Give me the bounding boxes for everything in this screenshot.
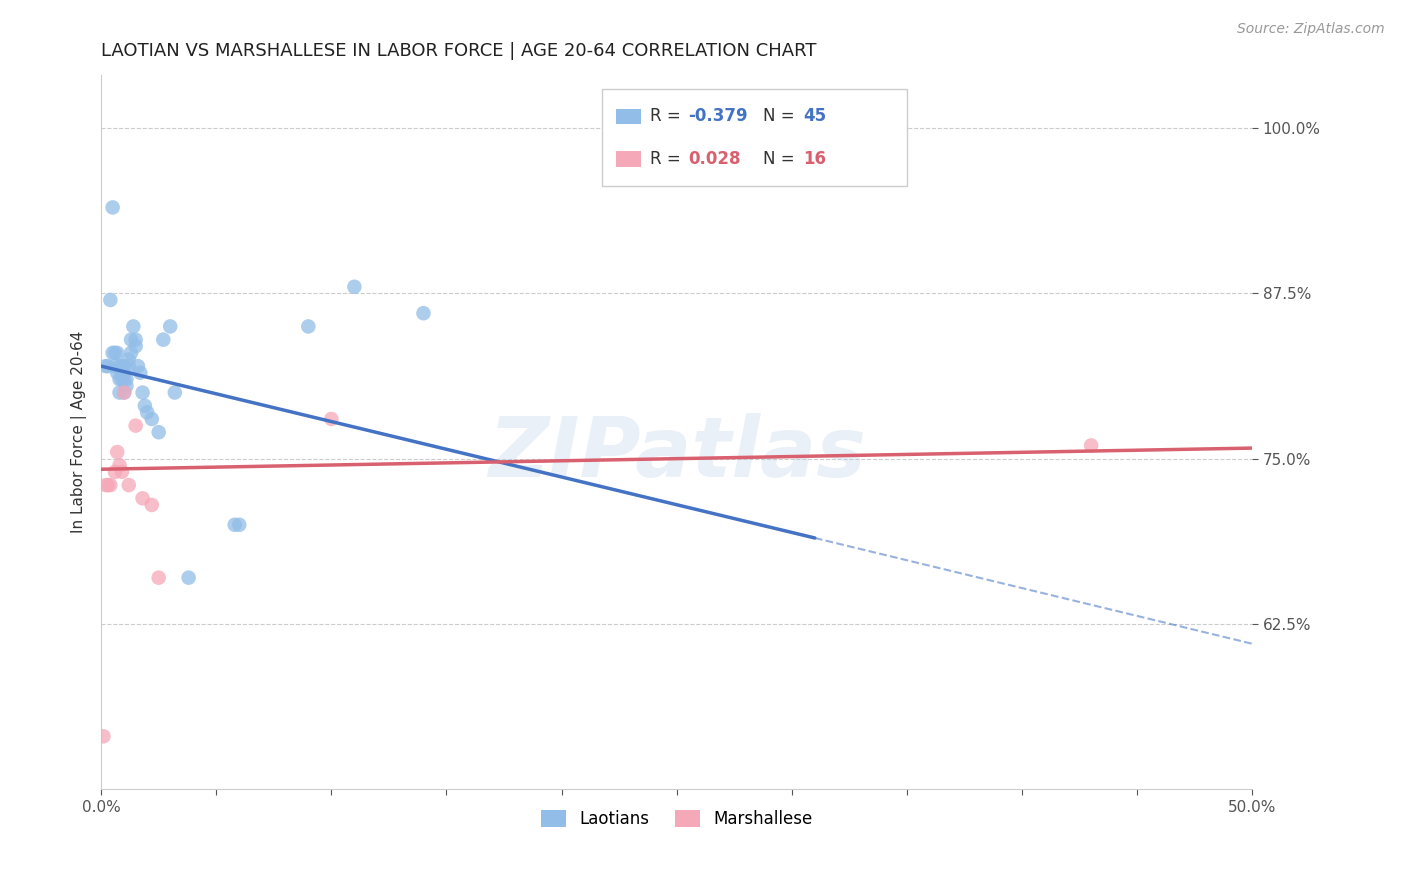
Point [118,478,141,492]
Point [136,405,159,419]
FancyBboxPatch shape [616,151,641,167]
Point [134,399,156,413]
Legend: Laotians, Marshallese: Laotians, Marshallese [534,803,818,834]
Point [120,346,142,360]
Text: R =: R = [650,150,686,168]
Text: N =: N = [763,150,800,168]
Point [343,279,366,293]
Point [122,319,145,334]
Point [804,121,827,136]
FancyBboxPatch shape [602,89,907,186]
Point [108,359,131,373]
Point [94,478,117,492]
Text: R =: R = [650,107,686,126]
Point [112,359,135,373]
Point [105,445,128,459]
Point [124,333,146,347]
Point [112,372,135,386]
Point [131,491,153,506]
Text: 0.028: 0.028 [688,150,741,168]
Point [159,319,181,334]
Y-axis label: In Labor Force | Age 20-64: In Labor Force | Age 20-64 [72,331,87,533]
Point [111,366,134,380]
Point [111,359,134,373]
Point [108,458,131,473]
Point [105,366,128,380]
Point [98,478,121,492]
Point [97,478,120,492]
Point [112,385,135,400]
Point [111,465,134,479]
Point [108,372,131,386]
Point [224,517,246,532]
Point [124,418,146,433]
Point [412,306,434,320]
Text: LAOTIAN VS MARSHALLESE IN LABOR FORCE | AGE 20-64 CORRELATION CHART: LAOTIAN VS MARSHALLESE IN LABOR FORCE | … [101,42,817,60]
Point [297,319,319,334]
Text: ZIPatlas: ZIPatlas [488,413,866,494]
Text: N =: N = [763,107,800,126]
FancyBboxPatch shape [616,109,641,124]
Point [111,372,134,386]
Point [148,571,170,585]
Point [141,412,163,426]
Point [228,517,250,532]
Point [148,425,170,440]
Point [101,201,124,215]
Point [112,385,135,400]
Point [93,729,115,743]
Point [98,293,121,307]
Point [104,465,127,479]
Point [97,359,120,373]
Point [104,346,127,360]
Point [118,352,141,367]
Text: Source: ZipAtlas.com: Source: ZipAtlas.com [1237,22,1385,37]
Point [1080,438,1102,452]
Text: 45: 45 [803,107,827,126]
Point [104,359,127,373]
Point [118,359,141,373]
Point [129,366,152,380]
Point [108,385,131,400]
Point [101,346,124,360]
Point [127,359,149,373]
Text: 16: 16 [803,150,827,168]
Point [124,339,146,353]
Text: -0.379: -0.379 [688,107,748,126]
Point [131,385,153,400]
Point [152,333,174,347]
Point [115,379,138,393]
Point [177,571,200,585]
Point [94,359,117,373]
Point [163,385,186,400]
Point [120,333,142,347]
Point [115,372,138,386]
Point [105,346,128,360]
Point [112,366,135,380]
Point [321,412,343,426]
Point [141,498,163,512]
